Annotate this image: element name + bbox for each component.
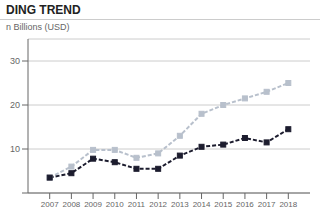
html-text:n Billions (USD): n Billions (USD) bbox=[6, 22, 70, 32]
svg-text:2011: 2011 bbox=[128, 200, 146, 209]
svg-text:2008: 2008 bbox=[62, 200, 80, 209]
svg-text:2012: 2012 bbox=[149, 200, 167, 209]
svg-text:30: 30 bbox=[10, 56, 20, 66]
svg-text:2016: 2016 bbox=[236, 200, 254, 209]
svg-text:2009: 2009 bbox=[84, 200, 102, 209]
svg-text:2010: 2010 bbox=[106, 200, 124, 209]
svg-text:20: 20 bbox=[10, 100, 20, 110]
svg-text:2015: 2015 bbox=[214, 200, 232, 209]
svg-text:2013: 2013 bbox=[171, 200, 189, 209]
svg-text:2014: 2014 bbox=[193, 200, 211, 209]
svg-text:2007: 2007 bbox=[41, 200, 59, 209]
svg-text:2017: 2017 bbox=[258, 200, 276, 209]
svg-text:10: 10 bbox=[10, 144, 20, 154]
svg-text:2018: 2018 bbox=[279, 200, 297, 209]
html-text:DING TREND: DING TREND bbox=[6, 3, 81, 17]
